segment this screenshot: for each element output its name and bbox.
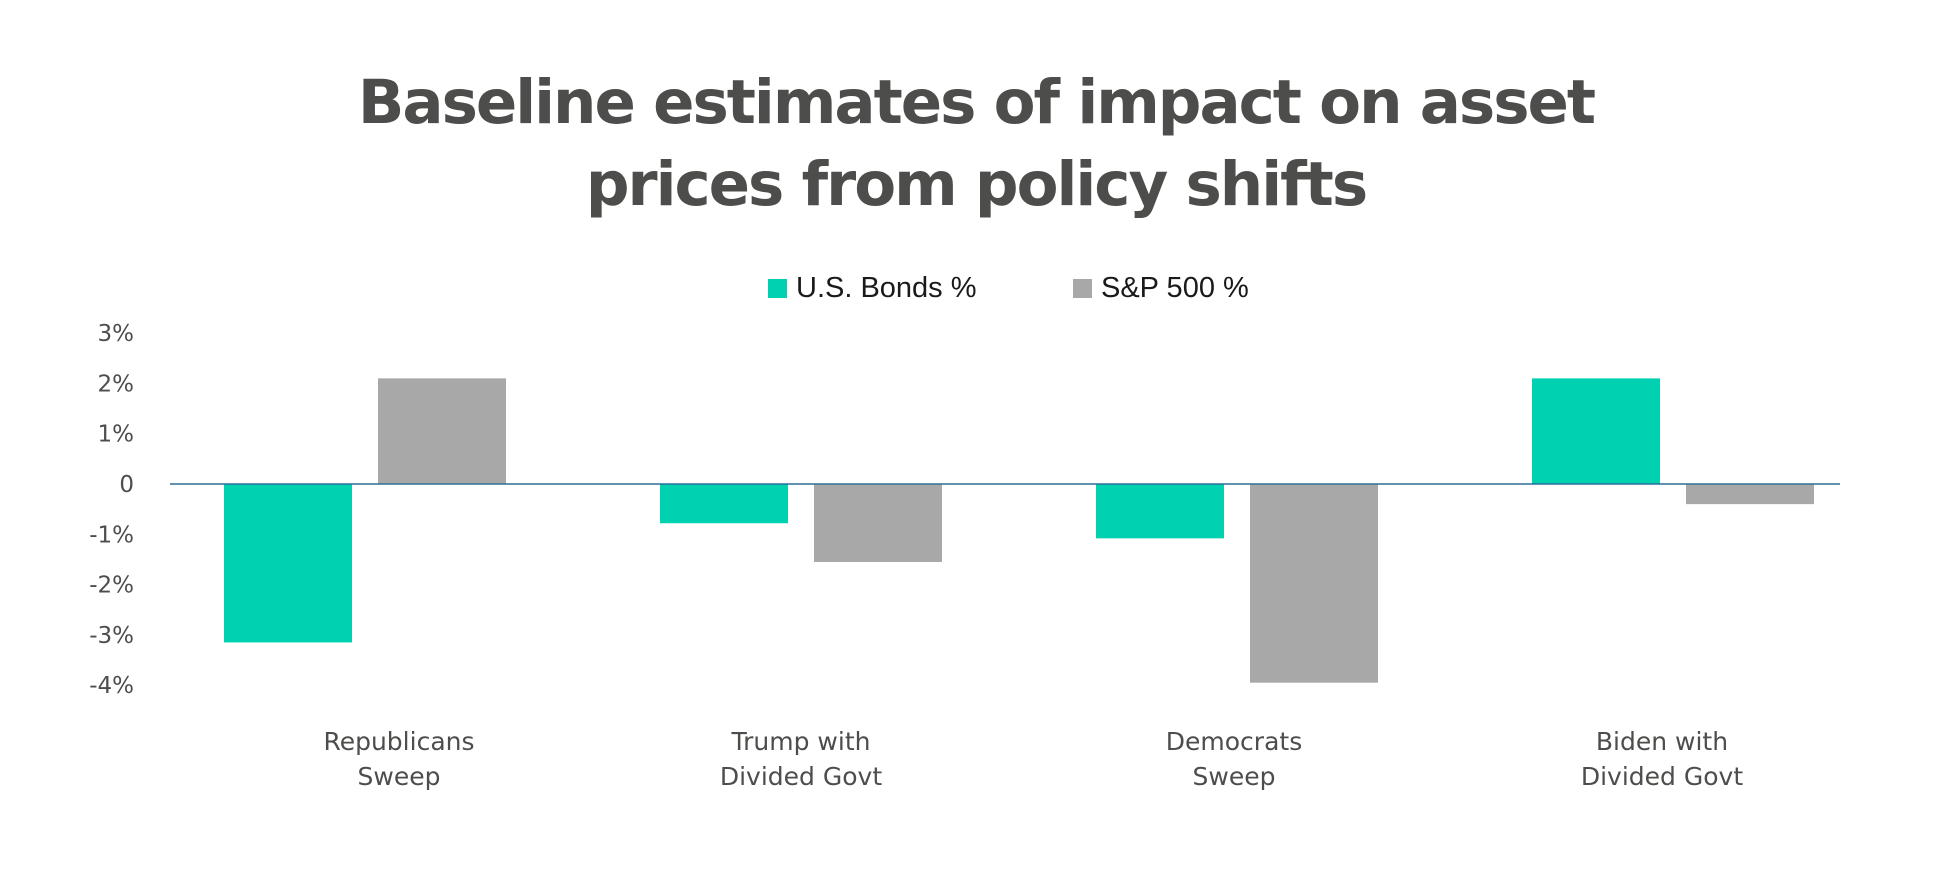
x-axis-ticks: Republicans Sweep Trump with Divided Govt De… — [323, 727, 1743, 791]
y-tick-label: 3% — [98, 321, 135, 347]
x-tick-label: Republicans Sweep — [323, 727, 474, 791]
bar-u-s-bonds-1 — [224, 484, 352, 643]
bar-u-s-bonds-2 — [660, 484, 788, 524]
bar-s-p-500-1 — [378, 378, 506, 484]
y-tick-label: 1% — [98, 422, 135, 448]
y-tick-label: -4% — [89, 673, 134, 699]
bar-s-p-500-3 — [1250, 484, 1378, 683]
chart-title-line-1: Baseline estimates of impact on asset — [357, 67, 1596, 138]
y-axis-ticks: 3% 2% 1% 0 -1% -2% -3% -4% — [89, 321, 134, 699]
y-tick-label: -1% — [89, 522, 134, 548]
y-tick-label: 2% — [98, 371, 135, 397]
legend-swatch-us-bonds — [768, 278, 787, 298]
bar-group — [224, 378, 1814, 683]
legend-swatch-sp500 — [1073, 278, 1092, 298]
y-tick-label: -3% — [89, 623, 134, 649]
x-tick-label: Biden with Divided Govt — [1581, 727, 1743, 791]
legend-label-sp500: S&P 500 % — [1101, 271, 1249, 304]
x-tick-label: Democrats Sweep — [1166, 727, 1302, 791]
y-tick-label: -2% — [89, 573, 134, 599]
bar-s-p-500-2 — [814, 484, 942, 562]
chart-legend: U.S. Bonds % S&P 500 % — [0, 268, 1952, 308]
bar-u-s-bonds-4 — [1532, 378, 1660, 484]
legend-item-sp500: S&P 500 % — [1073, 268, 1249, 308]
chart-title-line-2: prices from policy shifts — [585, 149, 1368, 220]
chart-title: Baseline estimates of impact on asset pr… — [0, 62, 1952, 226]
x-tick-label: Trump with Divided Govt — [720, 727, 882, 791]
bar-s-p-500-4 — [1686, 484, 1814, 505]
legend-label-us-bonds: U.S. Bonds % — [796, 271, 977, 304]
y-tick-label: 0 — [119, 472, 134, 498]
bar-u-s-bonds-3 — [1096, 484, 1224, 539]
legend-item-us-bonds: U.S. Bonds % — [768, 268, 977, 308]
